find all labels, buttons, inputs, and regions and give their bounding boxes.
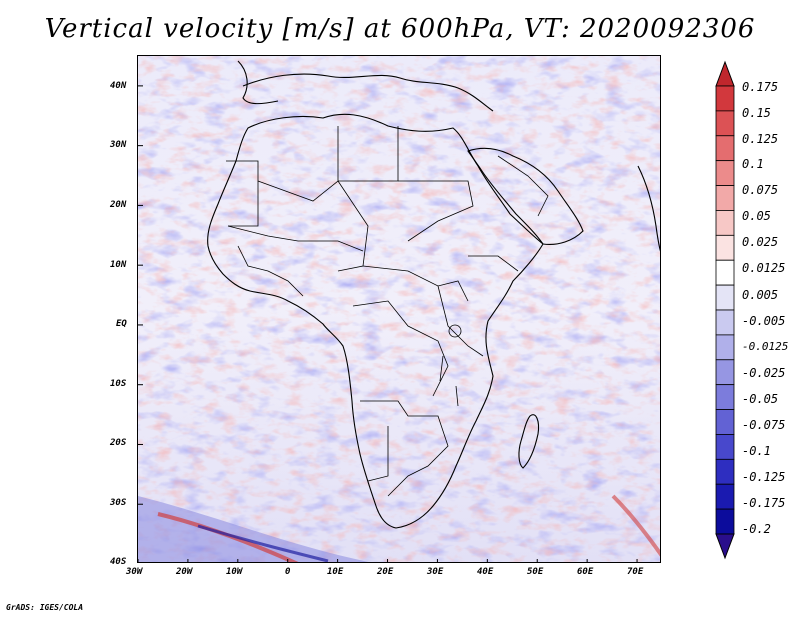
colorbar-segment xyxy=(715,160,735,186)
lat-label-40s: 40S xyxy=(110,557,127,567)
colorbar-label: 0.025 xyxy=(742,235,779,249)
colorbar-segment xyxy=(715,508,735,535)
lon-label-40e: 40E xyxy=(477,567,494,577)
map-title: Vertical velocity [m/s] at 600hPa, VT: 2… xyxy=(44,14,756,44)
field-band-southeast-red xyxy=(611,494,660,557)
colorbar-segment xyxy=(715,359,735,386)
border-west-africa xyxy=(237,245,304,297)
lake-malawi xyxy=(455,385,459,407)
lakes xyxy=(439,324,462,407)
colorbar-label: -0.1 xyxy=(742,444,771,458)
lon-label-50e: 50E xyxy=(527,567,544,577)
mediterranean-north-coastline xyxy=(242,73,494,112)
field-band-south-darkblue xyxy=(197,524,329,562)
colorbar-segment xyxy=(715,259,735,286)
colorbar-label: 0.1 xyxy=(742,157,764,171)
colorbar-segment xyxy=(715,309,735,336)
colorbar-segment xyxy=(715,110,735,137)
colorbar-segment xyxy=(715,334,735,361)
lat-label-20s: 20S xyxy=(110,438,127,448)
border-southern-africa xyxy=(360,400,449,497)
colorbar-segment xyxy=(715,185,735,211)
colorbar-segment xyxy=(715,284,735,311)
border-sahara-west xyxy=(226,160,259,227)
colorbar-top-arrow xyxy=(715,60,735,87)
colorbar-label: -0.05 xyxy=(742,392,779,406)
colorbar-label: -0.175 xyxy=(742,496,786,510)
colorbar-segment xyxy=(715,234,735,261)
colorbar-label: -0.2 xyxy=(742,522,771,536)
lon-label-10w: 10W xyxy=(226,567,243,577)
lon-label-70e: 70E xyxy=(627,567,644,577)
colorbar xyxy=(715,60,735,560)
colorbar-segment xyxy=(715,434,735,460)
border-sahel xyxy=(227,225,364,252)
colorbar-segment xyxy=(715,85,735,112)
arabia-coastline xyxy=(467,147,584,245)
colorbar-label: 0.125 xyxy=(742,132,779,146)
colorbar-label: 0.0125 xyxy=(742,261,786,275)
vertical-velocity-field xyxy=(138,56,660,562)
border-horn xyxy=(468,255,519,272)
india-coastline xyxy=(637,165,660,252)
map-panel xyxy=(137,55,661,563)
lon-label-60e: 60E xyxy=(577,567,594,577)
lon-label-20e: 20E xyxy=(377,567,394,577)
coastlines xyxy=(207,60,660,529)
colorbar-label: 0.15 xyxy=(742,106,771,120)
lat-label-30n: 30N xyxy=(110,140,127,150)
colorbar-segment xyxy=(715,384,735,410)
lon-label-30e: 30E xyxy=(427,567,444,577)
colorbar-label: 0.05 xyxy=(742,209,771,223)
lake-victoria xyxy=(448,324,462,338)
madagascar-coastline xyxy=(518,414,540,469)
colorbar-segment xyxy=(715,458,735,485)
border-algeria-mali xyxy=(257,126,339,202)
lon-label-10e: 10E xyxy=(327,567,344,577)
lake-tanganyika xyxy=(439,355,444,382)
graticule-ticks xyxy=(138,85,638,562)
lat-label-10s: 10S xyxy=(110,379,127,389)
lon-label-20w: 20W xyxy=(176,567,193,577)
colorbar-label: 0.005 xyxy=(742,288,779,302)
border-congo xyxy=(352,300,449,397)
border-namibia-botswana xyxy=(367,426,389,482)
colorbar-label: 0.175 xyxy=(742,80,779,94)
lat-label-10n: 10N xyxy=(110,260,127,270)
colorbar-segment xyxy=(715,135,735,162)
colorbar-segment xyxy=(715,409,735,435)
border-chad-niger xyxy=(337,180,369,272)
colorbar-label: 0.075 xyxy=(742,183,779,197)
colorbar-label: -0.075 xyxy=(742,418,786,432)
colorbar-label: -0.025 xyxy=(742,366,786,380)
lat-label-20n: 20N xyxy=(110,200,127,210)
colorbar-label: -0.125 xyxy=(742,470,786,484)
border-sudan xyxy=(398,180,474,242)
lat-label-40n: 40N xyxy=(110,81,127,91)
colorbar-segment xyxy=(715,210,735,236)
grads-credit: GrADS: IGES/COLA xyxy=(6,603,84,612)
colorbar-label: -0.0125 xyxy=(742,340,789,353)
lat-label-30s: 30S xyxy=(110,498,127,508)
iberia-coastline xyxy=(237,60,279,105)
border-arabia xyxy=(497,155,549,217)
field-ascent-pattern xyxy=(138,56,660,562)
colorbar-bottom-arrow xyxy=(715,533,735,560)
lat-label-eq: EQ xyxy=(116,319,127,329)
country-borders xyxy=(226,126,549,497)
colorbar-segment xyxy=(715,483,735,510)
lon-label-0: 0 xyxy=(285,567,291,577)
field-band-south-blue xyxy=(138,496,369,562)
lon-label-30w: 30W xyxy=(126,567,143,577)
colorbar-label: -0.005 xyxy=(742,314,786,328)
